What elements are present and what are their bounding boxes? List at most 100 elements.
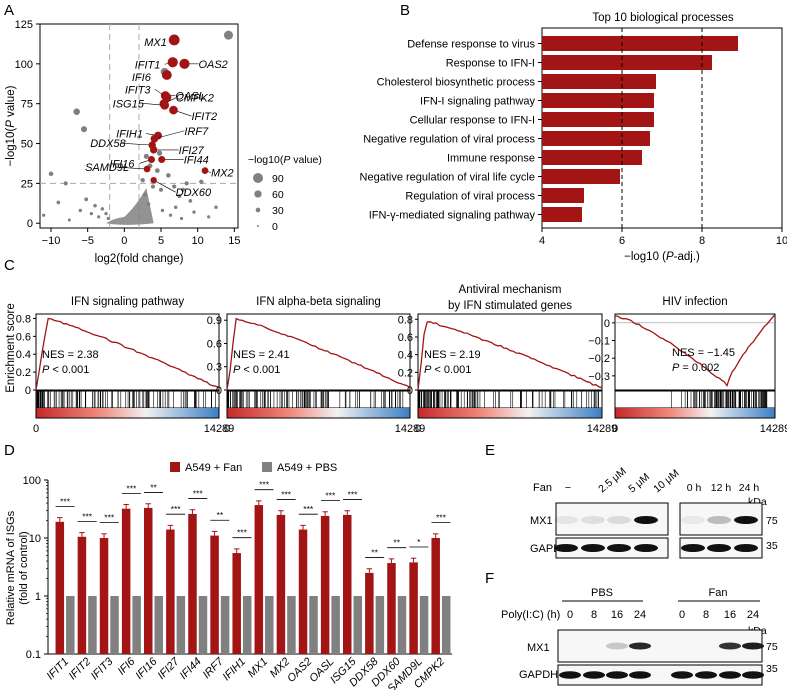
gapdh-band — [606, 671, 628, 679]
highlight-point-ifi27 — [150, 146, 157, 153]
gene-point — [81, 126, 87, 132]
bar-fan — [166, 530, 175, 654]
gene-point — [151, 184, 155, 188]
gene-point — [159, 188, 163, 192]
blot-e-time-2: 12 h — [711, 482, 732, 494]
gsea-y-tick-label: 0.2 — [16, 367, 31, 379]
gsea-rank-end: 14289 — [760, 423, 787, 435]
gsea-y-tick-label: 0.3 — [207, 362, 222, 374]
go-bar — [542, 207, 582, 222]
gene-point — [93, 204, 97, 208]
y-tick-label: 25 — [21, 178, 33, 190]
y-tick-label: 75 — [21, 99, 33, 111]
mx1-band — [707, 516, 731, 524]
gene-point — [57, 201, 61, 205]
blot-e-mx1-label: MX1 — [530, 515, 553, 527]
x-ticks: −10 −5 0 5 10 15 — [42, 228, 241, 247]
gsea-nes: NES = 2.38 — [42, 349, 99, 361]
gene-tick-label: IFI16 — [133, 655, 160, 682]
y-tick-label: 125 — [15, 19, 33, 31]
sig-label: *** — [171, 504, 182, 514]
gene-point — [147, 202, 151, 206]
bar-fan — [255, 505, 263, 654]
sig-label: *** — [281, 490, 292, 500]
gapdh-band — [554, 544, 578, 552]
bar-pbs — [88, 596, 97, 654]
gene-label-isg15: ISG15 — [113, 98, 145, 110]
gapdh-band — [681, 544, 705, 552]
legend-size-label: 30 — [272, 205, 284, 217]
x-tick-label: 15 — [228, 235, 240, 247]
gene-point — [49, 172, 54, 177]
go-category-label: Cellular response to IFN-I — [410, 115, 535, 127]
gapdh-band — [707, 544, 731, 552]
bar-fan — [210, 536, 219, 654]
highlight-point-ifi16 — [148, 156, 155, 163]
gsea-y-tick-label: 0.2 — [398, 367, 413, 379]
gsea-y-tick-label: −0.2 — [588, 353, 610, 365]
panel-label-f: F — [485, 570, 494, 587]
sig-label: *** — [259, 480, 270, 490]
bar-fan — [188, 514, 197, 654]
gsea-pvalue: P = 0.002 — [672, 362, 719, 374]
y-tick-label: 100 — [15, 59, 33, 71]
bar-fan — [144, 508, 153, 654]
bar-fan — [100, 538, 109, 654]
blot-f-bands — [558, 630, 764, 685]
volcano-xlabel: log2(fold change) — [95, 253, 184, 265]
gapdh-band — [629, 671, 651, 679]
highlight-point-ifit1 — [168, 57, 178, 67]
gene-point — [174, 206, 178, 210]
mx1-band — [607, 516, 631, 524]
bar-fan — [277, 515, 286, 654]
gene-point — [68, 218, 71, 221]
gsea-y-tick-label: −0.1 — [588, 336, 610, 348]
go-bar — [542, 112, 654, 127]
blot-f-lane-label: 0 — [679, 609, 685, 621]
rank-gradient — [227, 408, 410, 418]
mx1-band — [629, 643, 651, 650]
western-blot-f: PBS Fan Poly(I:C) (h) 081624081624 kDa M… — [501, 587, 778, 685]
gsea-nes: NES = 2.19 — [424, 349, 481, 361]
gene-label-mx2: MX2 — [211, 168, 234, 180]
bar-pbs — [376, 596, 385, 654]
sig-label: ** — [393, 538, 400, 548]
gene-point — [214, 206, 218, 210]
bar-pbs — [110, 596, 119, 654]
bar-fan — [232, 553, 241, 654]
panel-label-c: C — [4, 257, 15, 274]
qpcr-bars: 0.1110100***IFIT1***IFIT2***IFIT3***IFI6… — [23, 475, 452, 690]
gene-point — [207, 215, 210, 218]
gsea-y-tick-label: 0.9 — [207, 315, 222, 327]
gsea-y-tick-label: 0.6 — [16, 331, 31, 343]
gene-label-ifit3: IFIT3 — [125, 84, 152, 96]
gene-point — [107, 217, 110, 220]
go-category-label: IFN-γ-mediated signaling pathway — [369, 210, 536, 222]
gapdh-band — [581, 544, 605, 552]
go-bar — [542, 55, 712, 70]
panel-label-a: A — [4, 2, 14, 19]
legend-label-fan: A549 + Fan — [185, 462, 242, 474]
sig-label: *** — [325, 491, 336, 501]
gapdh-band — [719, 671, 741, 679]
sig-label: *** — [348, 490, 359, 500]
gene-point — [180, 217, 183, 220]
gene-point — [101, 207, 104, 210]
highlight-point-ddx60 — [150, 177, 156, 183]
mx1-band — [554, 516, 578, 524]
blot-f-lane-label: 24 — [634, 609, 646, 621]
bar-fan — [343, 515, 352, 654]
sig-label: * — [417, 537, 421, 547]
gene-tick-label: IFI44 — [178, 656, 204, 682]
gsea-y-tick-label: 0.4 — [398, 350, 413, 362]
gene-label-irf7: IRF7 — [184, 126, 209, 138]
blot-e-lane-1: − — [565, 482, 571, 494]
go-x-tick-label: 8 — [699, 235, 705, 247]
bar-fan — [321, 516, 330, 654]
qpcr-y-tick-label: 100 — [23, 475, 41, 487]
gsea-rank-start: 0 — [224, 423, 230, 435]
mx1-band — [719, 643, 741, 650]
bar-pbs — [265, 596, 274, 654]
blot-e-bands — [554, 503, 762, 558]
gene-label-mx1: MX1 — [144, 37, 167, 49]
